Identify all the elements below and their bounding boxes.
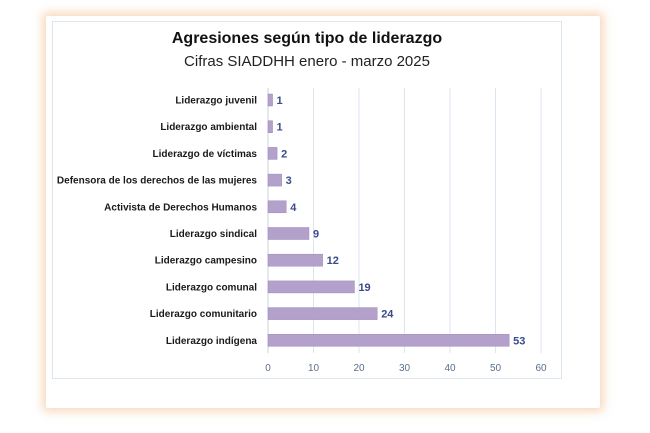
category-label: Liderazgo campesino <box>155 256 257 267</box>
x-tick-label: 60 <box>535 363 547 374</box>
chart-subtitle: Cifras SIADDHH enero - marzo 2025 <box>184 53 430 70</box>
bar <box>267 93 273 107</box>
bar <box>267 334 510 347</box>
category-label: Liderazgo juvenil <box>175 96 257 107</box>
bar <box>267 227 310 240</box>
value-label: 1 <box>277 95 283 107</box>
bar <box>267 307 378 320</box>
bar <box>267 280 355 294</box>
category-label: Liderazgo de víctimas <box>153 149 258 160</box>
value-label: 53 <box>513 335 525 347</box>
x-tick-label: 10 <box>308 363 320 374</box>
value-label: 24 <box>381 309 394 321</box>
value-label: 1 <box>277 122 283 134</box>
category-label: Defensora de los derechos de las mujeres <box>57 176 258 187</box>
x-tick-label: 30 <box>399 363 411 374</box>
category-label: Liderazgo indígena <box>166 336 258 347</box>
value-label: 9 <box>313 229 319 241</box>
category-label: Liderazgo comunitario <box>150 309 257 320</box>
category-label: Activista de Derechos Humanos <box>104 202 257 213</box>
category-label: Liderazgo sindical <box>170 229 257 240</box>
value-label: 4 <box>290 202 297 214</box>
bar <box>267 120 273 133</box>
value-label: 3 <box>286 175 292 187</box>
bar <box>267 253 323 267</box>
x-tick-label: 40 <box>444 363 456 374</box>
category-label: Liderazgo ambiental <box>160 122 257 133</box>
chart-title: Agresiones según tipo de liderazgo <box>171 30 443 47</box>
x-tick-label: 0 <box>265 363 271 374</box>
value-label: 19 <box>358 282 370 294</box>
category-label: Liderazgo comunal <box>166 282 257 293</box>
bar <box>267 147 278 160</box>
x-tick-label: 50 <box>490 363 502 374</box>
bar <box>267 173 282 187</box>
x-tick-label: 20 <box>353 363 365 374</box>
value-label: 2 <box>281 148 287 160</box>
value-label: 12 <box>327 255 339 267</box>
bar <box>267 200 287 214</box>
